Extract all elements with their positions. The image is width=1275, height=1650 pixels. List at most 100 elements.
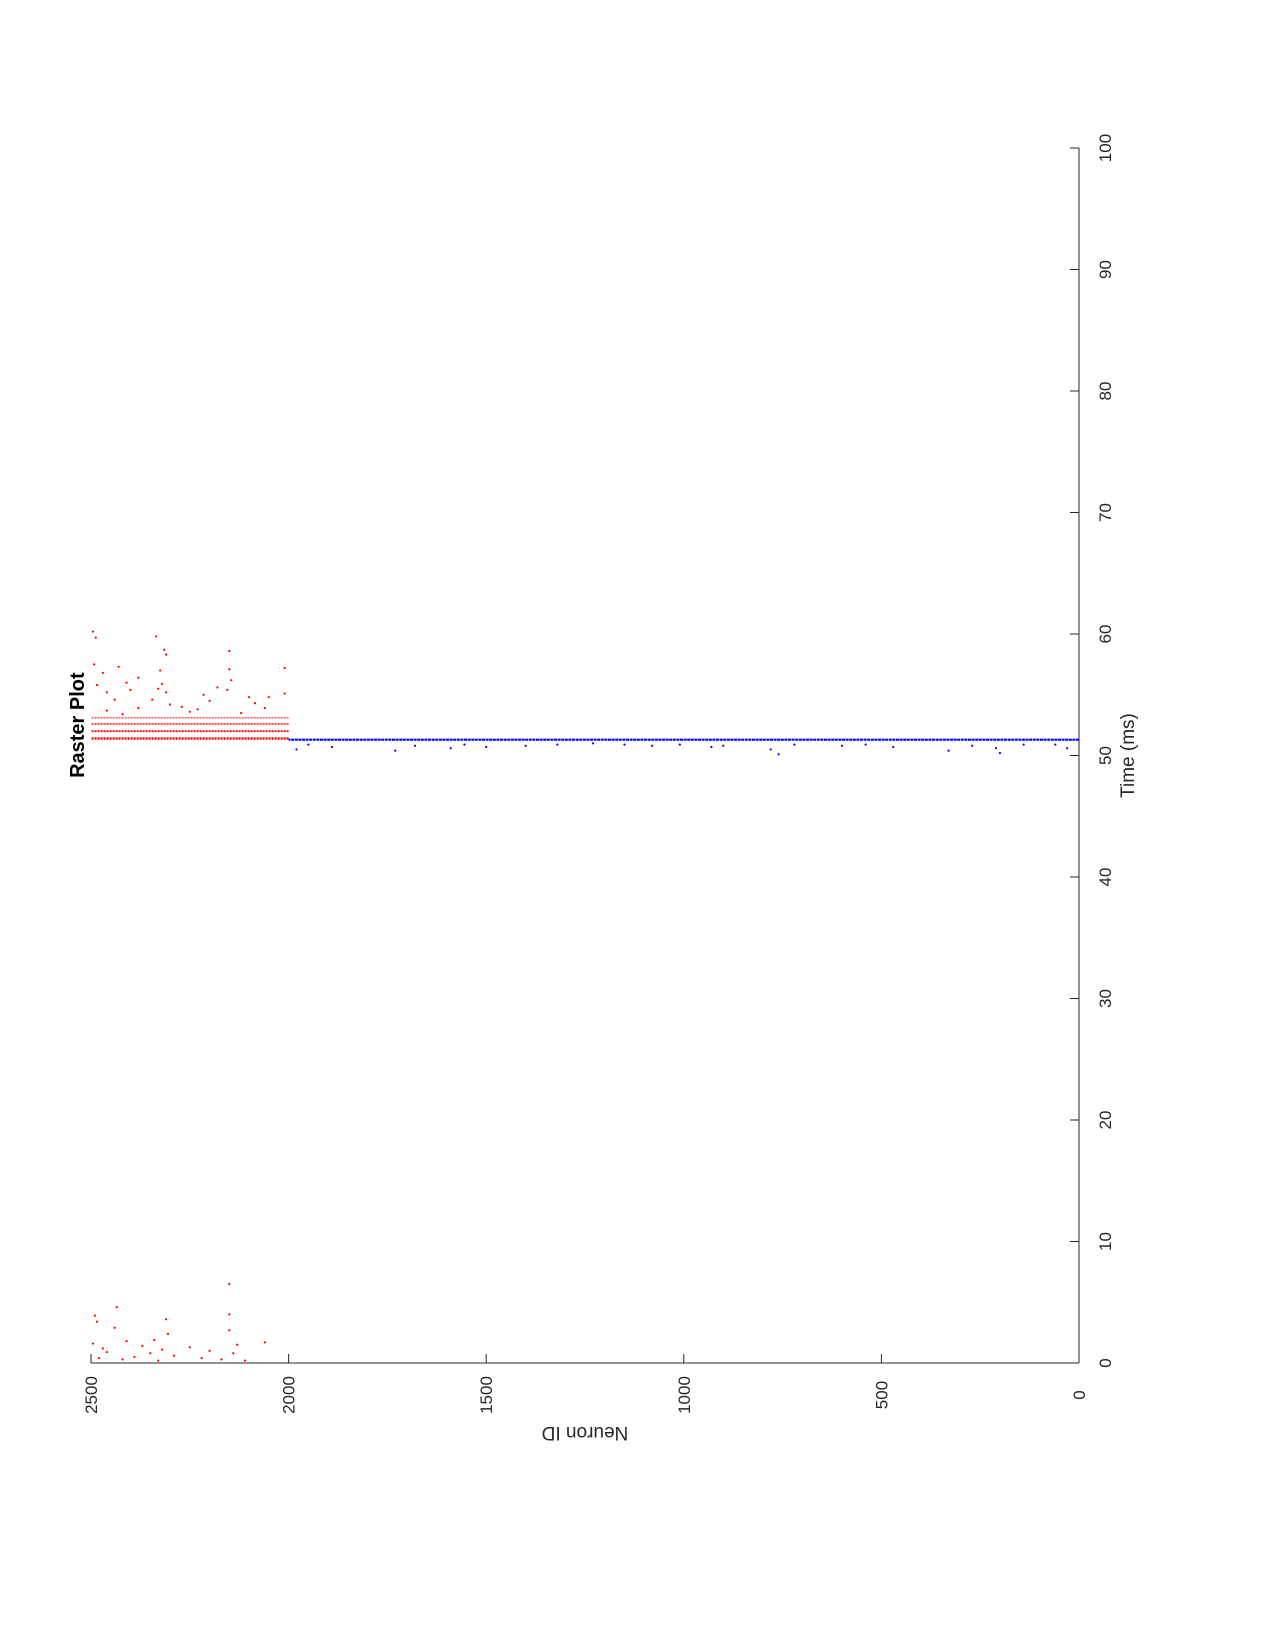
spike-point [133, 1355, 136, 1359]
spike-point [994, 747, 998, 750]
spike-point [188, 710, 191, 713]
spike-point [168, 703, 172, 706]
spike-point [840, 744, 843, 747]
time-tick-label: 70 [1096, 503, 1115, 522]
spike-point [307, 743, 310, 746]
spike-point [188, 1346, 191, 1349]
spike-point [97, 1357, 101, 1360]
spike-point [623, 743, 626, 746]
spike-point [722, 744, 725, 747]
spike-point [95, 1320, 99, 1323]
spike-point [1022, 743, 1025, 746]
spike-point [263, 1341, 266, 1344]
spike-point [283, 692, 286, 695]
spike-point [113, 698, 116, 701]
spike-point [125, 681, 128, 684]
spike-point [263, 707, 266, 710]
spike-point [208, 699, 211, 702]
time-tick-label: 20 [1096, 1111, 1115, 1130]
spike-point [892, 745, 895, 749]
spike-point [226, 688, 229, 691]
plot-axes: 0 10 20 30 40 50 60 70 80 90 100 0 500 1000 1500 2000 2… [82, 134, 1115, 1414]
spike-point [196, 708, 199, 711]
spike-point [141, 1344, 144, 1348]
spike-point [117, 665, 120, 668]
time-tick-label: 90 [1096, 260, 1115, 279]
spike-point [710, 745, 713, 749]
spike-point [105, 691, 108, 694]
spike-point [651, 744, 654, 747]
spike-point [105, 709, 108, 712]
spike-point [161, 682, 164, 685]
time-tick-label: 50 [1096, 746, 1115, 765]
spike-point [216, 686, 219, 689]
spike-point [153, 1338, 156, 1342]
time-tick-label: 80 [1096, 382, 1115, 401]
spike-point [228, 668, 231, 671]
spike-point [228, 1313, 231, 1316]
spike-point [283, 666, 286, 670]
spike-point [200, 1357, 203, 1360]
spike-point [247, 696, 251, 699]
spike-point [164, 1318, 168, 1321]
neuron-axis-ticks: 0 500 1000 1500 2000 2500 [82, 1354, 1089, 1414]
spike-point [228, 1282, 231, 1286]
spike-point [777, 753, 780, 756]
spike-point [413, 744, 417, 747]
spike-point [164, 691, 168, 694]
time-tick-label: 10 [1096, 1232, 1115, 1251]
time-tick-label: 60 [1096, 625, 1115, 644]
spike-point [947, 749, 950, 752]
neuron-tick-label: 0 [1070, 1390, 1089, 1399]
spike-point [253, 702, 257, 705]
spike-point [93, 1314, 97, 1317]
spike-point [91, 630, 95, 633]
time-tick-label: 30 [1096, 989, 1115, 1008]
spike-point [230, 679, 233, 682]
spike-point [121, 1358, 124, 1361]
spike-point [202, 693, 205, 696]
spike-point [113, 1326, 116, 1329]
spike-point [159, 669, 162, 672]
time-tick-label: 0 [1096, 1358, 1115, 1367]
spike-point [463, 743, 466, 746]
spike-point [485, 745, 488, 749]
neuron-tick-label: 2500 [82, 1376, 101, 1414]
spike-point [556, 743, 559, 746]
neuron-tick-label: 500 [872, 1381, 891, 1409]
spike-point [864, 743, 867, 746]
spike-point [161, 1348, 164, 1351]
spike-point [524, 744, 527, 747]
spike-point [164, 653, 168, 656]
time-tick-label: 100 [1096, 134, 1115, 162]
spike-point [172, 1354, 176, 1357]
spike-point [330, 745, 334, 749]
spike-point [95, 683, 99, 687]
spike-point [208, 1349, 211, 1352]
spike-point [1054, 743, 1057, 746]
spike-point [137, 676, 140, 679]
spike-point [240, 711, 243, 715]
time-tick-label: 40 [1096, 868, 1115, 887]
spike-point [971, 744, 974, 747]
spike-marks [91, 630, 1079, 1362]
blue-spike-series [288, 738, 1079, 756]
spike-point [115, 1306, 118, 1309]
spike-point [998, 751, 1002, 755]
spike-point [295, 748, 298, 751]
spike-point [125, 1340, 128, 1343]
spike-point [267, 696, 270, 699]
time-axis-label: Time (ms) [1118, 713, 1139, 798]
spike-point [129, 688, 132, 691]
neuron-tick-label: 2000 [280, 1376, 299, 1414]
spike-point [93, 663, 96, 666]
red-spike-series [91, 630, 289, 1362]
spike-point [166, 1332, 170, 1335]
spike-point [163, 648, 166, 651]
spike-point [228, 649, 231, 653]
spike-point [769, 748, 772, 751]
spike-point [793, 743, 796, 746]
spike-point [228, 1329, 231, 1332]
spike-point [155, 635, 158, 638]
